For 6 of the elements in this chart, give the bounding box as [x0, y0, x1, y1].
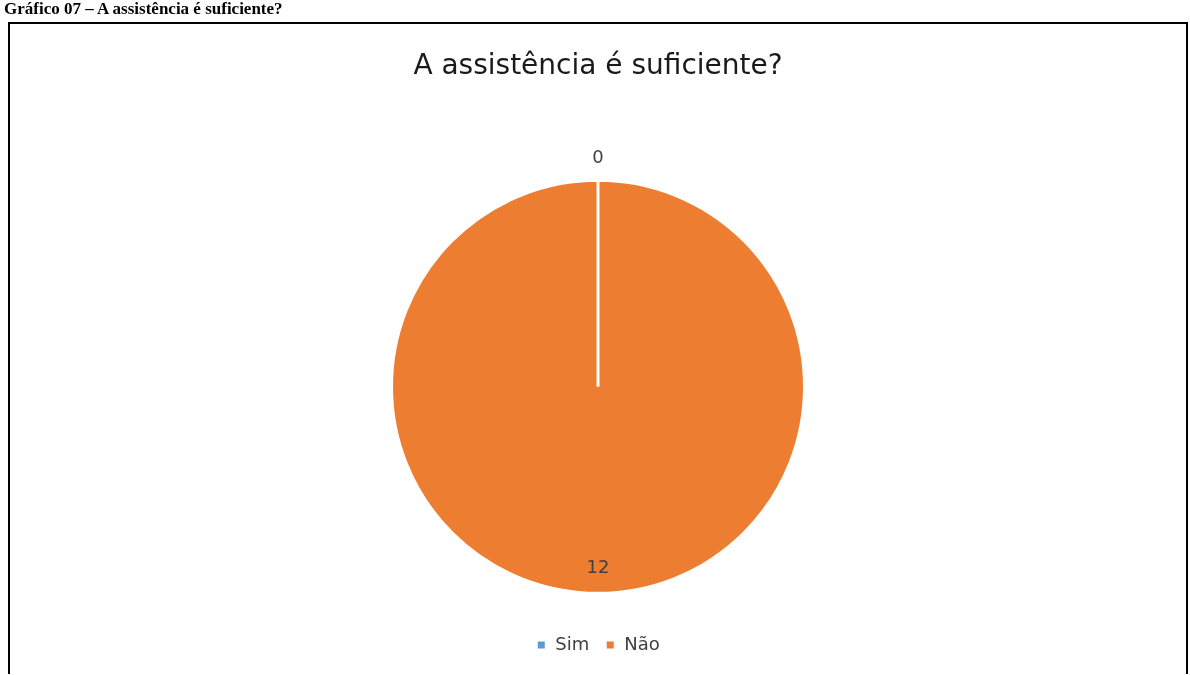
text: Gráfico 07 – A assistência é suficiente? — [4, 0, 283, 18]
legend-label: Sim — [555, 632, 590, 654]
chart-title: A assistência é suficiente? — [413, 48, 783, 82]
legend-label: Não — [624, 632, 660, 654]
text: 0 — [592, 145, 604, 167]
data-label: 12 — [586, 556, 610, 578]
